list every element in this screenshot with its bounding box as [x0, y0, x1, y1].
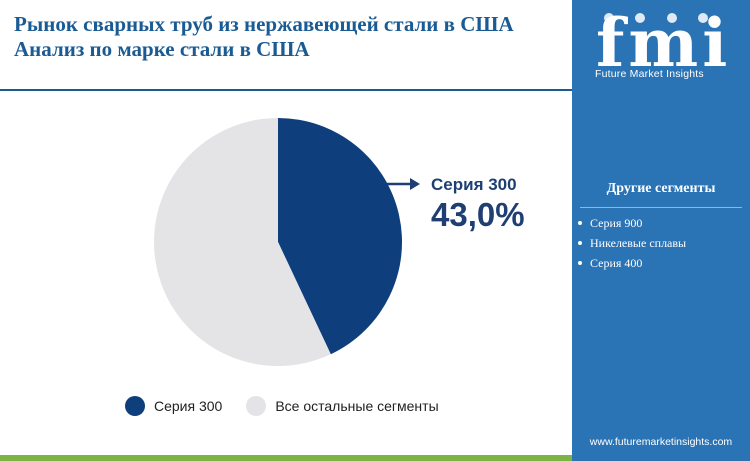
bullet-icon — [578, 221, 582, 226]
other-segments-heading: Другие сегменты — [606, 181, 716, 196]
chart-legend: Серия 300 Все остальные сегменты — [125, 396, 463, 416]
segment-label: Никелевые сплавы — [590, 236, 687, 250]
segment-item: Серия 900 — [578, 213, 686, 233]
segment-item: Серия 400 — [578, 253, 686, 273]
legend-label-series-300: Серия 300 — [154, 398, 223, 414]
logo-ornament-icon — [698, 13, 708, 23]
callout-arrow-head — [410, 178, 420, 190]
legend-swatch-series-300 — [125, 396, 145, 416]
bottom-accent-strip — [0, 455, 572, 461]
callout-value: 43,0% — [431, 196, 525, 233]
bullet-icon — [578, 241, 582, 246]
website-url: www.futuremarketinsights.com — [589, 436, 733, 448]
pie-slice-series-300 — [278, 118, 402, 355]
title-line-2: Анализ по марке стали в США — [14, 37, 310, 61]
callout-label: Серия 300 — [431, 175, 517, 194]
sidebar-panel: fmi Future Market Insights Другие сегмен… — [572, 0, 750, 461]
title-divider — [0, 89, 572, 91]
logo-ornament-icon — [667, 13, 677, 23]
segment-label: Серия 400 — [590, 256, 643, 270]
legend-item-series-300: Серия 300 — [125, 396, 222, 416]
segment-item: Никелевые сплавы — [578, 233, 686, 253]
fmi-logo: fmi — [596, 8, 727, 82]
other-segments-list: Серия 900 Никелевые сплавы Серия 400 — [578, 213, 686, 273]
chart-title: Рынок сварных труб из нержавеющей стали … — [14, 12, 564, 62]
logo-ornament-icon — [604, 13, 614, 23]
logo-subtitle: Future Market Insights — [595, 68, 704, 80]
segment-label: Серия 900 — [590, 216, 643, 230]
legend-label-other-segments: Все остальные сегменты — [275, 398, 439, 414]
logo-ornament-icon — [635, 13, 645, 23]
sidebar-divider — [580, 207, 742, 208]
pie-chart — [153, 118, 420, 366]
legend-swatch-other-segments — [246, 396, 267, 416]
pie-slice-other-segments — [153, 118, 331, 366]
legend-item-other-segments: Все остальные сегменты — [246, 396, 439, 416]
title-line-1: Рынок сварных труб из нержавеющей стали … — [14, 12, 514, 36]
bullet-icon — [578, 261, 582, 266]
